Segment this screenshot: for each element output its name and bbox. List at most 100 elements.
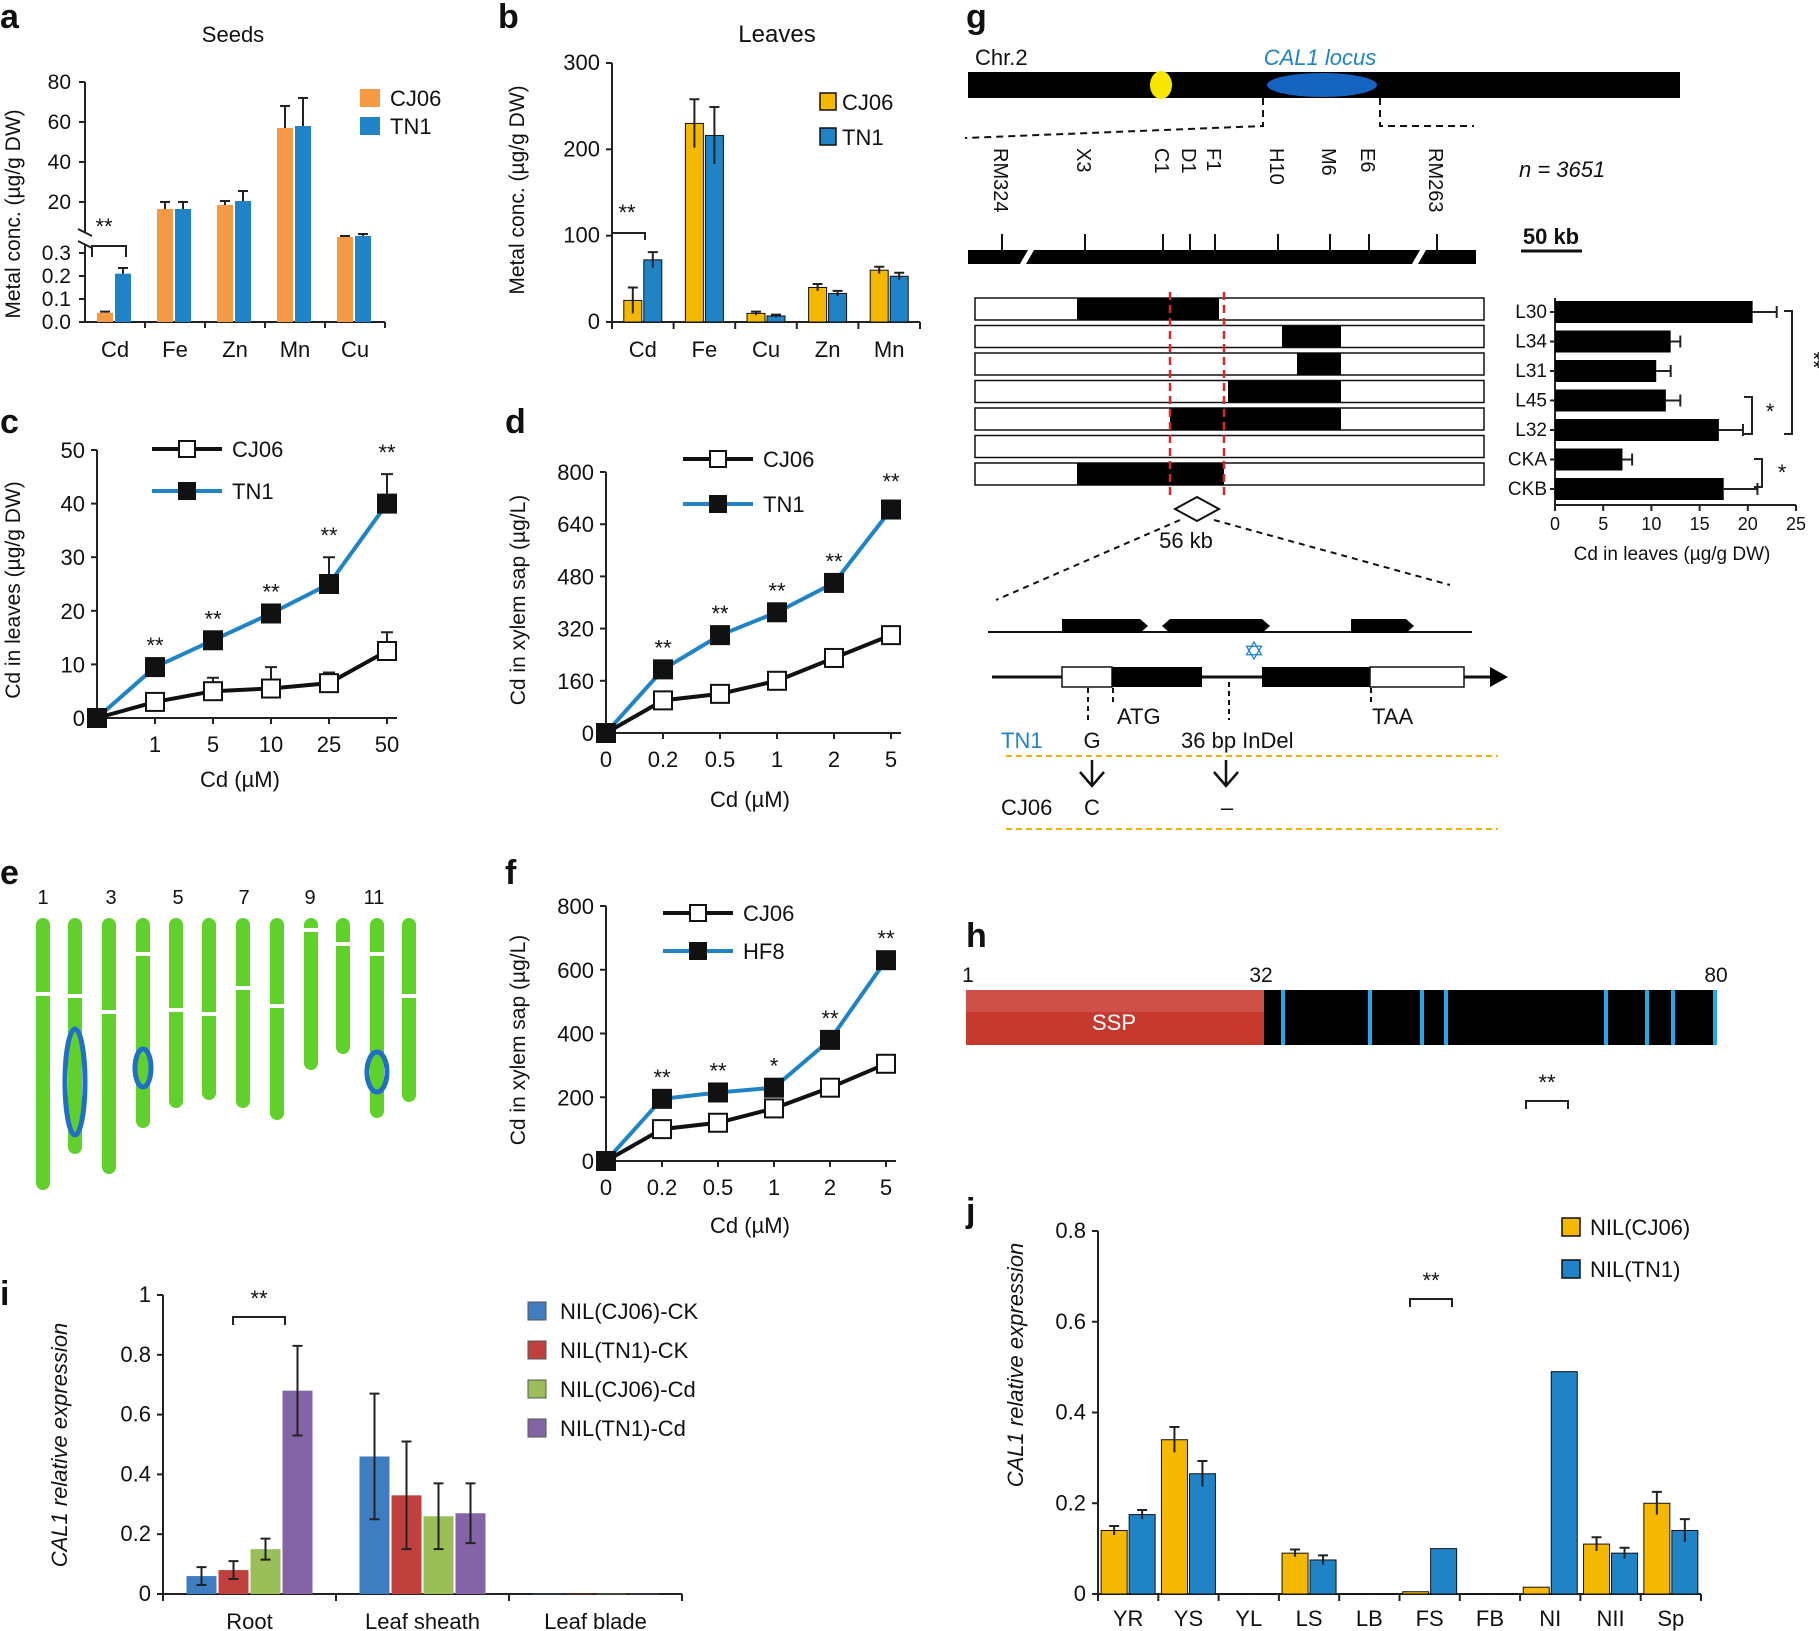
panel-c: c Cd in leaves (µg/g DW) Cd (µM) 0 10 20 30… xyxy=(0,403,399,792)
legend-label: NIL(CJ06)-CK xyxy=(560,1299,698,1324)
x-tick-label: Cu xyxy=(341,337,369,362)
chromosome-number: 1 xyxy=(37,887,48,909)
bar xyxy=(1550,1371,1578,1595)
chromosome-number: 3 xyxy=(105,887,116,909)
chromosome-number: 5 xyxy=(172,887,183,909)
significance-label: ** xyxy=(320,523,338,548)
chromosome-11 xyxy=(370,918,384,1118)
zoom-line-right xyxy=(1213,519,1451,586)
y-tick-label: 1 xyxy=(139,1282,151,1307)
data-point xyxy=(876,1053,896,1074)
error-bar xyxy=(358,233,368,236)
panel-g-x-axis-label: Cd in leaves (µg/g DW) xyxy=(1574,544,1771,565)
error-bar xyxy=(100,310,110,313)
panel-a-axis-break-mark xyxy=(77,228,93,237)
marker-label: E6 xyxy=(1356,148,1378,172)
marker-label: RM324 xyxy=(989,148,1011,212)
data-point xyxy=(876,950,896,971)
legend-marker-cj06 xyxy=(709,450,727,468)
bar xyxy=(217,205,233,322)
locus-label: CAL1 locus xyxy=(1264,45,1377,70)
chromosome-7 xyxy=(236,918,250,1108)
x-tick-label: Zn xyxy=(222,337,248,362)
x-tick-label: 0.5 xyxy=(703,1175,734,1200)
significance-bracket xyxy=(91,245,127,257)
y-tick-label: 0.4 xyxy=(120,1461,151,1486)
x-tick-label: 50 xyxy=(375,732,399,757)
interval-size: 56 kb xyxy=(1159,528,1213,553)
x-tick-label: 2 xyxy=(824,1175,836,1200)
bar xyxy=(596,1593,627,1595)
x-tick-label: NI xyxy=(1539,1606,1561,1631)
map-bar-segment xyxy=(968,250,1028,264)
chromosome-12 xyxy=(402,918,416,1102)
y-tick-label: L34 xyxy=(1515,332,1547,353)
centromeres xyxy=(30,928,422,1016)
x-tick-label: Fe xyxy=(162,337,188,362)
significance-bracket xyxy=(1784,310,1793,435)
panel-letter-j: j xyxy=(965,1192,975,1230)
legend-swatch xyxy=(527,1301,547,1321)
y-tick-label: 0.6 xyxy=(120,1402,151,1427)
x-tick-label: 0.2 xyxy=(648,747,679,772)
panel-d-plot: ** ** ** ** ** xyxy=(596,469,901,743)
x-tick-label: FS xyxy=(1416,1606,1444,1631)
x-tick-label: LB xyxy=(1356,1606,1383,1631)
genotype-bar xyxy=(974,352,1485,376)
data-point xyxy=(261,678,281,699)
legend-label: CJ06 xyxy=(743,901,794,926)
chromosome-set xyxy=(30,918,422,1190)
exon-1 xyxy=(1112,667,1202,687)
bar xyxy=(869,269,889,323)
centromere-marker xyxy=(1150,71,1172,99)
panel-i: i CAL1 relative expression 0 0.2 0.4 0.6 0.8… xyxy=(0,1275,698,1631)
y-tick-label: 0.8 xyxy=(1055,1218,1086,1243)
data-point xyxy=(767,670,787,691)
chromosome-8 xyxy=(270,918,284,1120)
cysteine-mark xyxy=(1604,990,1608,1045)
bar xyxy=(532,1593,563,1595)
y-tick-label: 0.4 xyxy=(1055,1400,1086,1425)
bar xyxy=(1341,1593,1369,1595)
panel-f-axes: 0 200 400 600 800 0 0.2 0.5 1 2 5 xyxy=(557,894,896,1200)
error-bar xyxy=(220,200,230,205)
candidate-gene-star: ✡ xyxy=(1243,636,1265,666)
y-tick-label: 0.2 xyxy=(42,265,71,288)
error-bar xyxy=(260,1537,271,1561)
cysteine-mark xyxy=(1645,990,1649,1045)
panel-g-map: g Chr.2 CAL1 locus RM324 X3 C1 D1 F1 H10 M6 E6 R… xyxy=(964,0,1680,830)
bar xyxy=(97,312,113,322)
error-bar xyxy=(228,1560,239,1581)
error-bar xyxy=(1109,1524,1120,1536)
x-tick-label: NII xyxy=(1596,1606,1624,1631)
panel-a-bars xyxy=(97,97,386,328)
cysteine-mark xyxy=(1281,990,1285,1045)
y-tick-label: 80 xyxy=(48,71,71,94)
bar xyxy=(828,293,848,323)
x-tick-label: 25 xyxy=(317,732,341,757)
chromosome-5 xyxy=(169,918,183,1108)
bar xyxy=(1100,1529,1128,1595)
signal-peptide-end: 32 xyxy=(1249,964,1272,987)
panel-f-plot: ** ** ***** xyxy=(596,926,896,1171)
significance-label: ** xyxy=(1538,1070,1556,1095)
significance-label: ** xyxy=(711,601,729,626)
y-tick-label: 0 xyxy=(582,721,594,746)
legend-label: HF8 xyxy=(743,939,785,964)
panel-c-plot: ** ** ** ** ** xyxy=(87,440,397,728)
gene-arrow xyxy=(1162,619,1246,633)
error-bar xyxy=(1723,483,1759,495)
legend-swatch-tn1 xyxy=(819,127,837,146)
protein-start: 1 xyxy=(962,964,974,987)
significance-label: * xyxy=(1766,399,1775,424)
bar xyxy=(1555,478,1724,500)
error-bar xyxy=(1619,1546,1630,1559)
x-tick-label: 0 xyxy=(600,1175,612,1200)
qtl-highlight-chr2 xyxy=(62,1026,88,1138)
panel-f: f Cd in xylem sap (µg/L) Cd (µM) 0 200 400… xyxy=(505,854,896,1238)
legend-swatch xyxy=(1561,1259,1581,1279)
data-point xyxy=(87,708,107,728)
centromere xyxy=(264,1004,290,1008)
y-tick-label: 0.3 xyxy=(42,242,71,265)
panel-a-y-axis-label: Metal conc. (µg/g DW) xyxy=(2,109,25,318)
